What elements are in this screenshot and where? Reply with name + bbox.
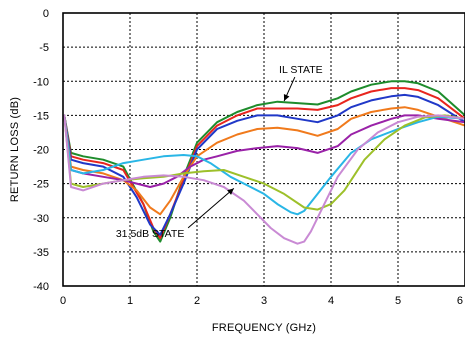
annotation-label-1: IL STATE [279, 64, 323, 76]
y-tick-label: -35 [33, 247, 49, 259]
y-tick-label: -5 [39, 42, 49, 54]
series-line-2 [63, 87, 465, 240]
y-axis-label: RETURN LOSS (dB) [9, 97, 21, 202]
y-tick-label: -20 [33, 145, 49, 157]
y-tick-label: 0 [43, 8, 49, 20]
series-line-1 [63, 80, 465, 243]
x-tick-label: 3 [261, 295, 267, 307]
series-line-3 [63, 93, 465, 236]
annotation-arrowhead-1 [283, 94, 290, 102]
x-tick-label: 6 [457, 295, 463, 307]
annotation-arrow-2 [187, 188, 235, 229]
x-tick-label: 2 [194, 295, 200, 307]
y-tick-label: -30 [33, 213, 49, 225]
x-tick-label: 0 [60, 295, 66, 307]
x-axis-label: FREQUENCY (GHz) [212, 322, 316, 334]
y-tick-label: -25 [33, 179, 49, 191]
annotations: IL STATE 31.5dB STATE [116, 64, 323, 240]
annotation-label-2: 31.5dB STATE [116, 228, 184, 240]
y-tick-label: -40 [33, 281, 49, 293]
x-tick-label: 4 [328, 295, 334, 307]
y-tick-label: -10 [33, 76, 49, 88]
plot-frame [62, 12, 465, 287]
series-line-6 [63, 114, 465, 216]
series-line-4 [63, 106, 465, 216]
y-tick-label: -15 [33, 110, 49, 122]
annotation-arrowhead-2 [227, 188, 234, 195]
x-tick-label: 1 [127, 295, 133, 307]
x-tick-label: 5 [395, 295, 401, 307]
series-line-8 [63, 114, 465, 245]
grid-lines [63, 13, 465, 286]
series-layer [63, 80, 465, 245]
tick-labels: 0 1 2 3 4 5 6 0 -5 -10 -15 -20 -25 -30 -35 -40 [33, 8, 463, 307]
